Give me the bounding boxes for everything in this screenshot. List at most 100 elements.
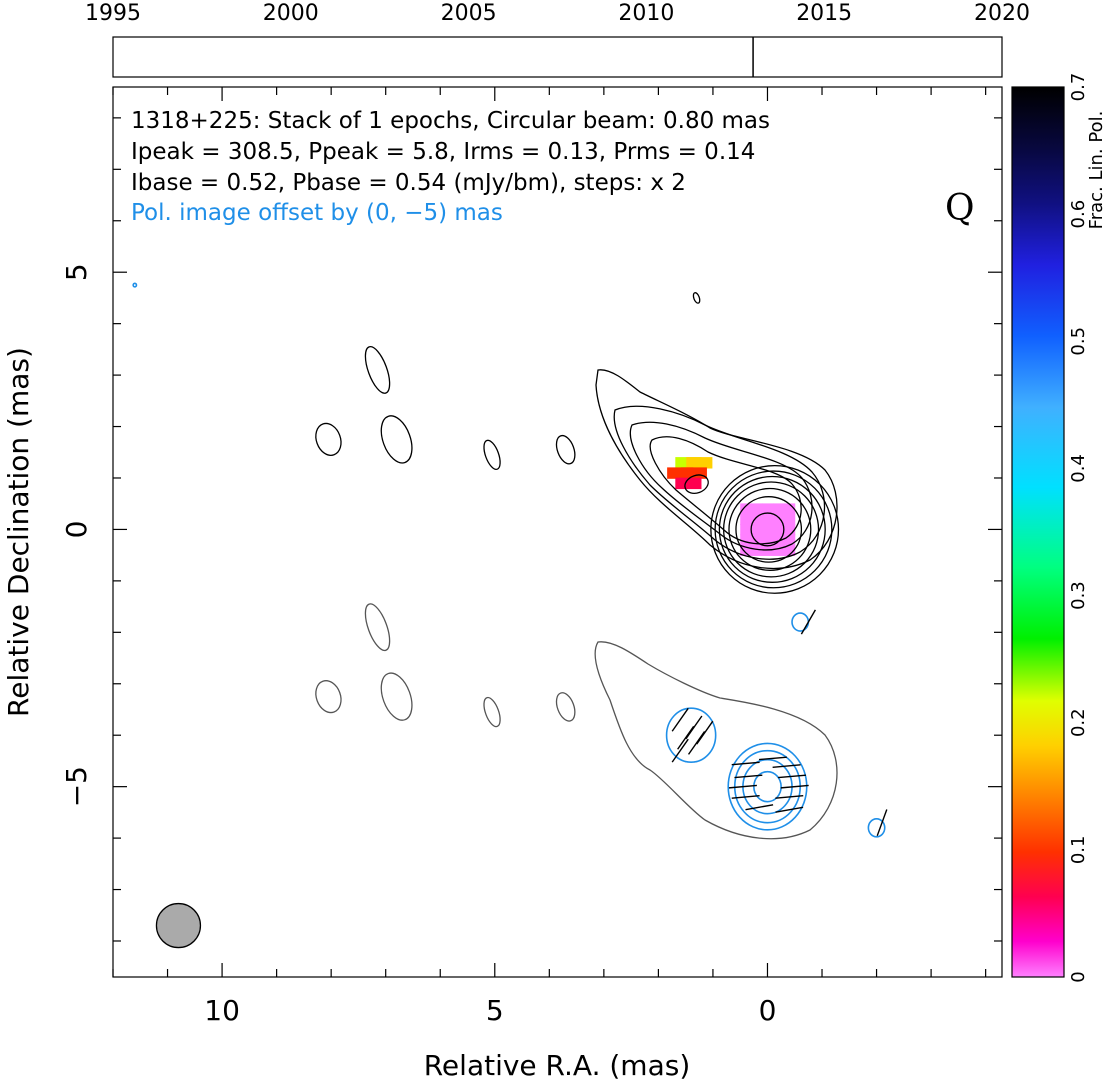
colorbar-tick-label: 0.4	[1068, 454, 1089, 483]
colorbar-tick-label: 0.2	[1068, 708, 1089, 737]
stokes-i-jet-contours	[594, 369, 838, 840]
pol-pixel	[783, 513, 796, 526]
pol-pixel	[783, 523, 796, 536]
i-contour-blob-offset	[555, 692, 576, 722]
pol-contour	[753, 770, 782, 803]
pol-pixel	[675, 477, 702, 490]
i-contour-blob	[380, 415, 413, 464]
evpa-vector	[876, 809, 888, 837]
pol-contour	[665, 707, 717, 764]
i-contour-envelope-4	[649, 436, 802, 545]
colorbar-tick-label: 0.6	[1068, 200, 1089, 229]
pol-pixel	[667, 467, 694, 479]
header-line-3: Ibase = 0.52, Pbase = 0.54 (mJy/bm), ste…	[131, 170, 686, 196]
colorbar-tick-labels: 0 0.1 0.2 0.3 0.4 0.5 0.6 0.7	[1068, 73, 1089, 983]
band-label: Q	[945, 188, 975, 229]
i-contour-blob	[364, 346, 391, 394]
evpa-vector	[772, 764, 801, 768]
pol-contour	[791, 612, 810, 632]
x-tick-label: 10	[204, 994, 240, 1027]
plot-frame	[112, 86, 1003, 978]
pol-contour	[727, 742, 808, 831]
i-contour-blob-offset	[364, 603, 391, 652]
evpa-vector	[671, 707, 689, 732]
pol-pixel	[783, 534, 796, 546]
evpa-vector	[734, 774, 763, 779]
axis-tick-labels: 10 5 0 5 0 −5	[60, 263, 776, 1027]
pol-pixel	[740, 523, 752, 536]
pol-pixel	[740, 503, 752, 515]
plot-area	[132, 282, 888, 949]
i-contour-blob	[692, 292, 701, 304]
fractional-polarization-map	[667, 457, 796, 556]
pol-pixel	[762, 534, 774, 546]
pol-pixel	[680, 467, 707, 479]
colorbar: 0 0.1 0.2 0.3 0.4 0.5 0.6 0.7 Frac. Lin. Pol.	[1011, 73, 1107, 983]
pol-pixel	[740, 544, 752, 556]
evpa-vector	[775, 795, 804, 799]
i-contour-core	[714, 470, 833, 589]
polarized-intensity-contours	[132, 282, 886, 838]
colorbar-tick-label: 0.5	[1068, 327, 1089, 356]
evpa-vector	[775, 806, 804, 813]
pol-contour	[867, 818, 886, 838]
colorbar-label: Frac. Lin. Pol.	[1086, 111, 1107, 230]
i-contour-core	[728, 487, 812, 571]
pol-pixel	[762, 523, 774, 536]
pol-contour	[132, 282, 138, 288]
colorbar-tick-label: 0.1	[1068, 836, 1089, 865]
i-contour-envelope-outer	[595, 369, 838, 570]
evpa-vector	[731, 761, 760, 766]
pol-pixel	[751, 513, 763, 526]
i-contour-core	[735, 496, 803, 563]
pol-pixel	[783, 544, 796, 556]
timeline-tick-label: 2020	[974, 1, 1030, 26]
colorbar-tick-label: 0	[1068, 971, 1089, 982]
timeline-tick-label: 1995	[85, 1, 141, 26]
i-contour-offset-envelope	[594, 641, 838, 840]
pol-pixel	[740, 513, 752, 526]
pol-pixel	[772, 523, 785, 536]
pol-pixel	[762, 513, 774, 526]
evpa-vector	[671, 738, 689, 763]
pol-pixel	[772, 513, 785, 526]
colorbar-tick-label: 0.3	[1068, 581, 1089, 610]
x-tick-label: 0	[759, 994, 777, 1027]
timeline-panel: 1995 2000 2005 2010 2015 2020	[85, 1, 1030, 78]
pol-pixel	[772, 534, 785, 546]
pol-pixel	[686, 457, 713, 469]
y-tick-label: 5	[60, 263, 93, 281]
timeline-tick-label: 2000	[263, 1, 319, 26]
pol-pixel	[772, 503, 785, 515]
timeline-tick-label: 2015	[796, 1, 852, 26]
header-line-2: Ipeak = 308.5, Ppeak = 5.8, Irms = 0.13,…	[131, 139, 755, 165]
i-contour-core	[718, 475, 826, 583]
colorbar-gradient	[1011, 86, 1065, 978]
i-contour-blob	[315, 422, 342, 456]
i-contour-blob-offset	[380, 672, 413, 721]
x-axis-label: Relative R.A. (mas)	[424, 1049, 691, 1082]
evpa-vector	[687, 731, 706, 755]
timeline-frame	[112, 36, 1003, 78]
i-contour-blob	[483, 439, 501, 471]
isolated-stokes-i-contours	[315, 292, 709, 494]
i-contour-blob-offset	[315, 680, 342, 714]
timeline-tick-label: 2010	[618, 1, 674, 26]
evpa-vector	[780, 784, 809, 789]
pol-pixel	[783, 503, 796, 515]
header-line-4: Pol. image offset by (0, −5) mas	[131, 200, 503, 226]
pol-pixel	[740, 534, 752, 546]
pol-pixel	[751, 523, 763, 536]
i-contour-core	[710, 464, 840, 594]
y-tick-label: 0	[60, 521, 93, 539]
evpa-vector	[745, 804, 774, 811]
timeline-tick-labels: 1995 2000 2005 2010 2015 2020	[85, 1, 1030, 26]
pol-pixel	[751, 503, 763, 515]
x-tick-label: 5	[486, 994, 504, 1027]
pol-pixel	[751, 544, 763, 556]
colorbar-tick-label: 0.7	[1068, 73, 1089, 102]
evpa-vector	[800, 609, 816, 635]
timeline-tick-label: 2005	[441, 1, 497, 26]
evpa-vectors	[671, 609, 888, 837]
